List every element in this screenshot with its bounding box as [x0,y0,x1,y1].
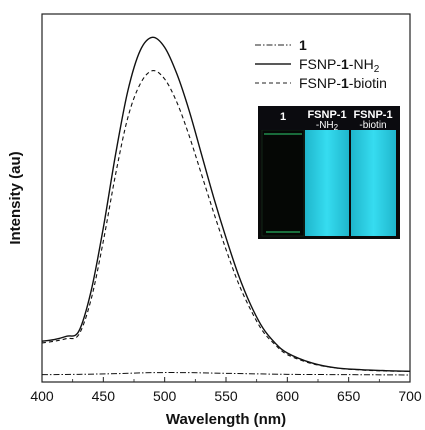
legend-label-3-prefix: FSNP- [299,75,341,91]
legend-label-2-sub: 2 [374,64,380,75]
vial-3 [351,130,396,236]
legend-label-3-suffix: -biotin [349,75,387,91]
x-axis-ticks: 400 450 500 550 600 650 700 [30,377,422,404]
x-tick-label-400: 400 [30,388,54,404]
svg-text:FSNP-1: FSNP-1 [307,109,346,121]
svg-text:FSNP-1: FSNP-1 [353,109,392,121]
series-line-3 [41,70,411,372]
series-layer [41,36,411,376]
legend-label-2-bold: 1 [341,56,349,72]
legend-entry-2: FSNP-1-NH2 [255,56,380,75]
x-axis-label: Wavelength (nm) [166,411,286,428]
legend: 1 FSNP-1-NH2 FSNP-1-biotin [255,37,387,91]
vial-3-label-bold: 1 [386,109,392,121]
x-tick-label-450: 450 [92,388,116,404]
x-tick-label-550: 550 [214,388,238,404]
series-line-1 [41,372,411,376]
y-axis-label: Intensity (au) [7,151,24,244]
inset-vial-photo: 1 FSNP-1 -NH2 FSNP-1 -biotin [258,106,400,239]
vial-3-label-line2: -biotin [359,120,386,131]
svg-text:1: 1 [299,37,307,53]
x-tick-label-600: 600 [276,388,300,404]
vial-1 [261,129,305,237]
svg-text:FSNP-1-biotin: FSNP-1-biotin [299,75,387,91]
vial-2-label-bold: 1 [340,109,346,121]
vial-3-label-prefix: FSNP- [353,109,386,121]
vial-2 [305,130,349,236]
series-line-2 [41,36,411,373]
legend-label-1: 1 [299,37,307,53]
vial-2-label-prefix: FSNP- [307,109,340,121]
inset-label-band [258,106,400,130]
vial-2-label-line2: -NH [316,120,334,131]
vial-2-label-sub: 2 [334,123,339,132]
svg-text:FSNP-1-NH2: FSNP-1-NH2 [299,56,380,75]
legend-entry-1: 1 [255,37,307,53]
legend-label-2-suffix: -NH [349,56,374,72]
legend-entry-3: FSNP-1-biotin [255,75,387,91]
legend-label-2-prefix: FSNP- [299,56,341,72]
x-tick-label-650: 650 [337,388,361,404]
legend-label-3-bold: 1 [341,75,349,91]
vial-1-label: 1 [280,111,286,123]
x-tick-label-700: 700 [398,388,422,404]
x-tick-label-500: 500 [153,388,177,404]
svg-text:-NH2: -NH2 [316,120,339,132]
